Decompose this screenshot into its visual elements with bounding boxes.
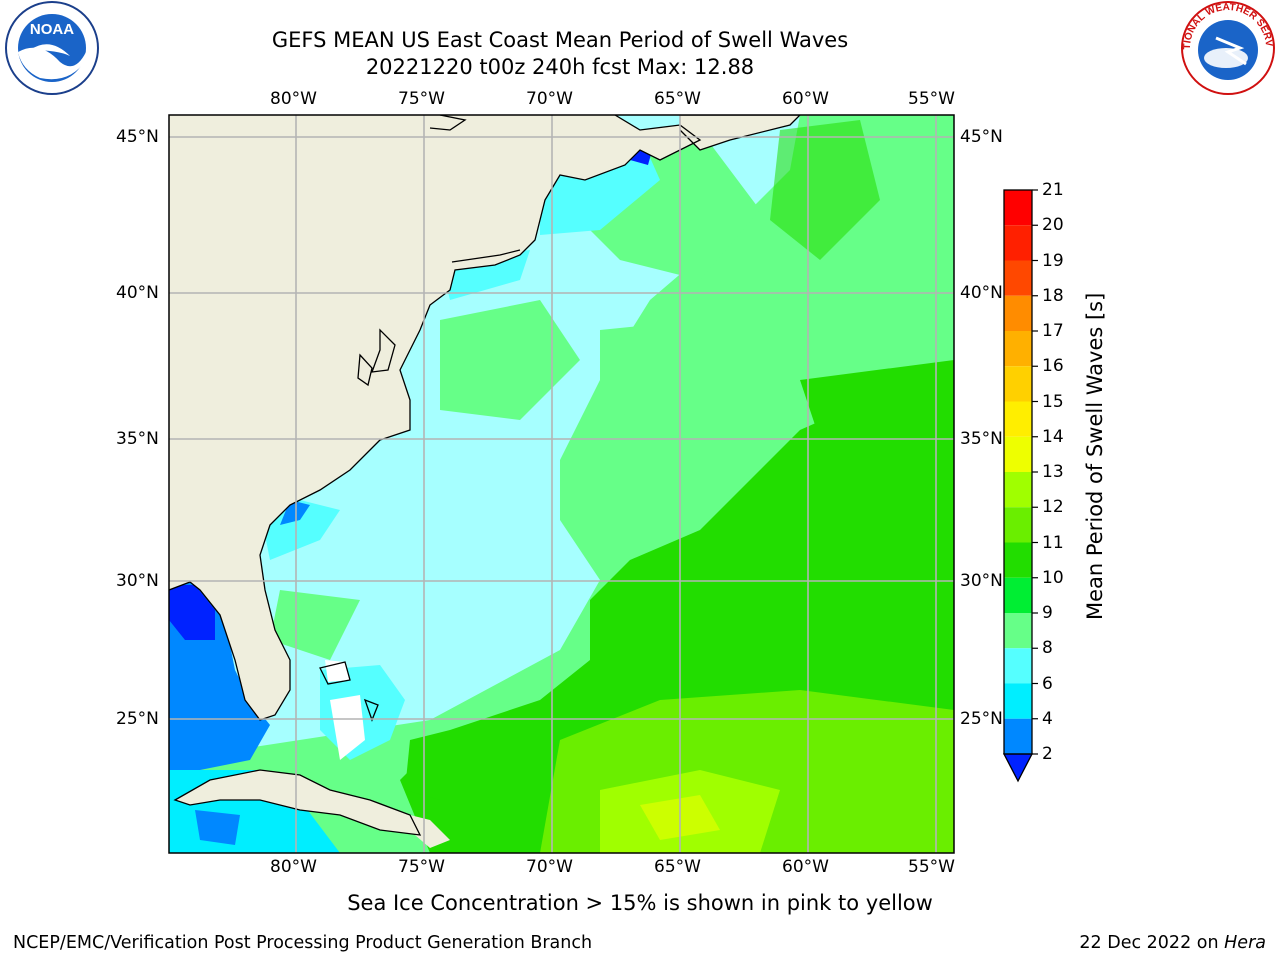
lat-label-right: 40°N <box>960 283 1003 303</box>
colorbar-tick-label: 8 <box>1042 638 1053 659</box>
colorbar-swatch <box>1004 613 1032 649</box>
lon-label-bottom: 65°W <box>654 857 701 877</box>
footer-date-text: 22 Dec 2022 on <box>1079 933 1219 953</box>
lon-label-top: 70°W <box>526 89 573 109</box>
lat-label-right: 30°N <box>960 571 1003 591</box>
svg-text:NOAA: NOAA <box>30 21 74 38</box>
footer-credit: NCEP/EMC/Verification Post Processing Pr… <box>13 933 593 953</box>
lon-label-top: 75°W <box>398 89 445 109</box>
swell-period-field <box>169 115 954 853</box>
colorbar-tick-label: 12 <box>1042 497 1064 518</box>
colorbar-swatch <box>1004 507 1032 543</box>
lon-label-top: 60°W <box>782 89 829 109</box>
colorbar-swatch <box>1004 436 1032 472</box>
colorbar-tick-label: 11 <box>1042 532 1064 553</box>
colorbar-tick-label: 18 <box>1042 285 1064 306</box>
colorbar-label: Mean Period of Swell Waves [s] <box>1083 292 1107 620</box>
colorbar-tick-label: 2 <box>1042 744 1053 764</box>
colorbar-tick-label: 17 <box>1042 321 1064 341</box>
lon-label-bottom: 80°W <box>270 857 317 877</box>
sea-ice-note: Sea Ice Concentration > 15% is shown in … <box>347 891 933 915</box>
colorbar-swatch <box>1004 401 1032 437</box>
lat-label-right: 35°N <box>960 429 1003 449</box>
colorbar-swatch <box>1004 542 1032 578</box>
colorbar-tick-label: 16 <box>1042 356 1064 377</box>
colorbar-swatch <box>1004 648 1032 684</box>
footer-date: 22 Dec 2022 on Hera <box>1079 933 1266 953</box>
lat-label-right: 45°N <box>960 127 1003 147</box>
footer-machine: Hera <box>1224 933 1266 953</box>
svg-text:NATIONAL WEATHER SERVICE: NATIONAL WEATHER SERVICE <box>0 0 1274 50</box>
lat-label-right: 25°N <box>960 709 1003 729</box>
lon-label-bottom: 60°W <box>782 857 829 877</box>
colorbar-swatch <box>1004 260 1032 296</box>
colorbar-swatch <box>1004 472 1032 508</box>
colorbar-tick-label: 6 <box>1042 673 1053 694</box>
colorbar-swatch <box>1004 683 1032 719</box>
lon-label-top: 65°W <box>654 89 701 109</box>
colorbar-swatch <box>1004 718 1032 754</box>
lat-label-left: 40°N <box>116 283 159 303</box>
colorbar-tick-label: 9 <box>1042 603 1053 623</box>
colorbar-swatch <box>1004 366 1032 402</box>
graticule <box>169 115 954 853</box>
colorbar-tick-label: 14 <box>1042 426 1064 447</box>
colorbar <box>1002 189 1038 783</box>
chart-title: GEFS MEAN US East Coast Mean Period of S… <box>271 28 849 52</box>
lon-label-bottom: 70°W <box>526 857 573 877</box>
lon-label-top: 80°W <box>270 89 317 109</box>
lat-label-left: 45°N <box>116 127 159 147</box>
lon-label-bottom: 75°W <box>398 857 445 877</box>
lat-label-left: 25°N <box>116 709 159 729</box>
colorbar-swatch <box>1004 331 1032 367</box>
colorbar-swatch <box>1004 295 1032 331</box>
colorbar-swatch <box>1004 225 1032 261</box>
colorbar-tick-label: 19 <box>1042 250 1064 271</box>
colorbar-swatch <box>1004 190 1032 226</box>
chart-subtitle-run: 20221220 t00z 240h fcst Max: 12.88 <box>365 55 755 79</box>
colorbar-tick-label: 15 <box>1042 391 1064 412</box>
colorbar-swatch <box>1004 577 1032 613</box>
noaa-logo: NOAA <box>5 1 99 95</box>
colorbar-tick-label: 10 <box>1042 567 1064 588</box>
lon-label-top: 55°W <box>908 89 955 109</box>
colorbar-tick-label: 13 <box>1042 462 1064 482</box>
lat-label-left: 35°N <box>116 429 159 449</box>
lat-label-left: 30°N <box>116 571 159 591</box>
colorbar-tick-label: 21 <box>1042 180 1064 200</box>
national-weather-service-logo: NATIONAL WEATHER SERVICE <box>0 0 1275 95</box>
map-frame <box>168 114 955 854</box>
lon-label-bottom: 55°W <box>908 857 955 877</box>
colorbar-extend-arrow <box>1002 753 1034 783</box>
colorbar-tick-label: 4 <box>1042 708 1053 729</box>
colorbar-tick-label: 20 <box>1042 215 1064 236</box>
